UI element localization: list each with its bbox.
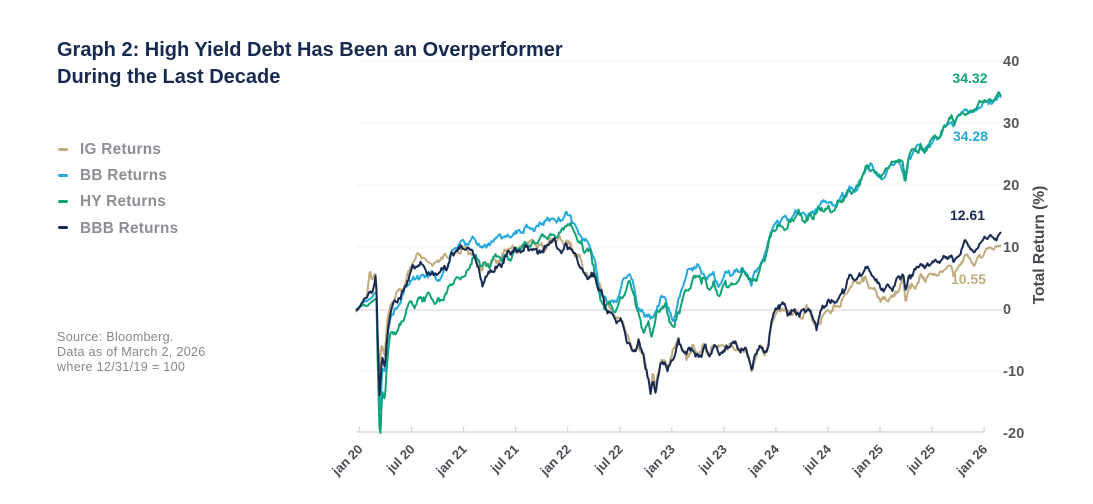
svg-text:jul 25: jul 25 — [903, 442, 938, 477]
svg-text:jan 21: jan 21 — [432, 442, 469, 479]
svg-text:34.28: 34.28 — [953, 128, 988, 144]
svg-text:10.55: 10.55 — [951, 271, 986, 287]
svg-text:jan 26: jan 26 — [953, 442, 990, 479]
svg-text:jul 24: jul 24 — [799, 441, 834, 476]
svg-text:12.61: 12.61 — [950, 207, 985, 223]
svg-text:34.32: 34.32 — [952, 70, 987, 86]
svg-text:-10: -10 — [1003, 364, 1025, 380]
svg-text:-20: -20 — [1003, 426, 1025, 442]
svg-text:jul 22: jul 22 — [591, 442, 626, 477]
svg-text:jan 25: jan 25 — [849, 442, 886, 479]
svg-text:10: 10 — [1003, 240, 1020, 256]
svg-text:jul 23: jul 23 — [695, 442, 730, 477]
svg-text:jul 21: jul 21 — [487, 442, 522, 477]
svg-text:20: 20 — [1003, 178, 1020, 194]
svg-text:40: 40 — [1003, 54, 1020, 70]
svg-text:jan 22: jan 22 — [536, 442, 573, 479]
svg-text:0: 0 — [1003, 302, 1011, 318]
svg-text:Total Return (%): Total Return (%) — [1031, 186, 1048, 305]
svg-text:30: 30 — [1003, 116, 1020, 132]
svg-text:jan 24: jan 24 — [745, 441, 783, 479]
svg-text:jul 20: jul 20 — [383, 442, 418, 477]
svg-text:jan 23: jan 23 — [641, 442, 678, 479]
svg-text:jan 20: jan 20 — [328, 442, 365, 479]
